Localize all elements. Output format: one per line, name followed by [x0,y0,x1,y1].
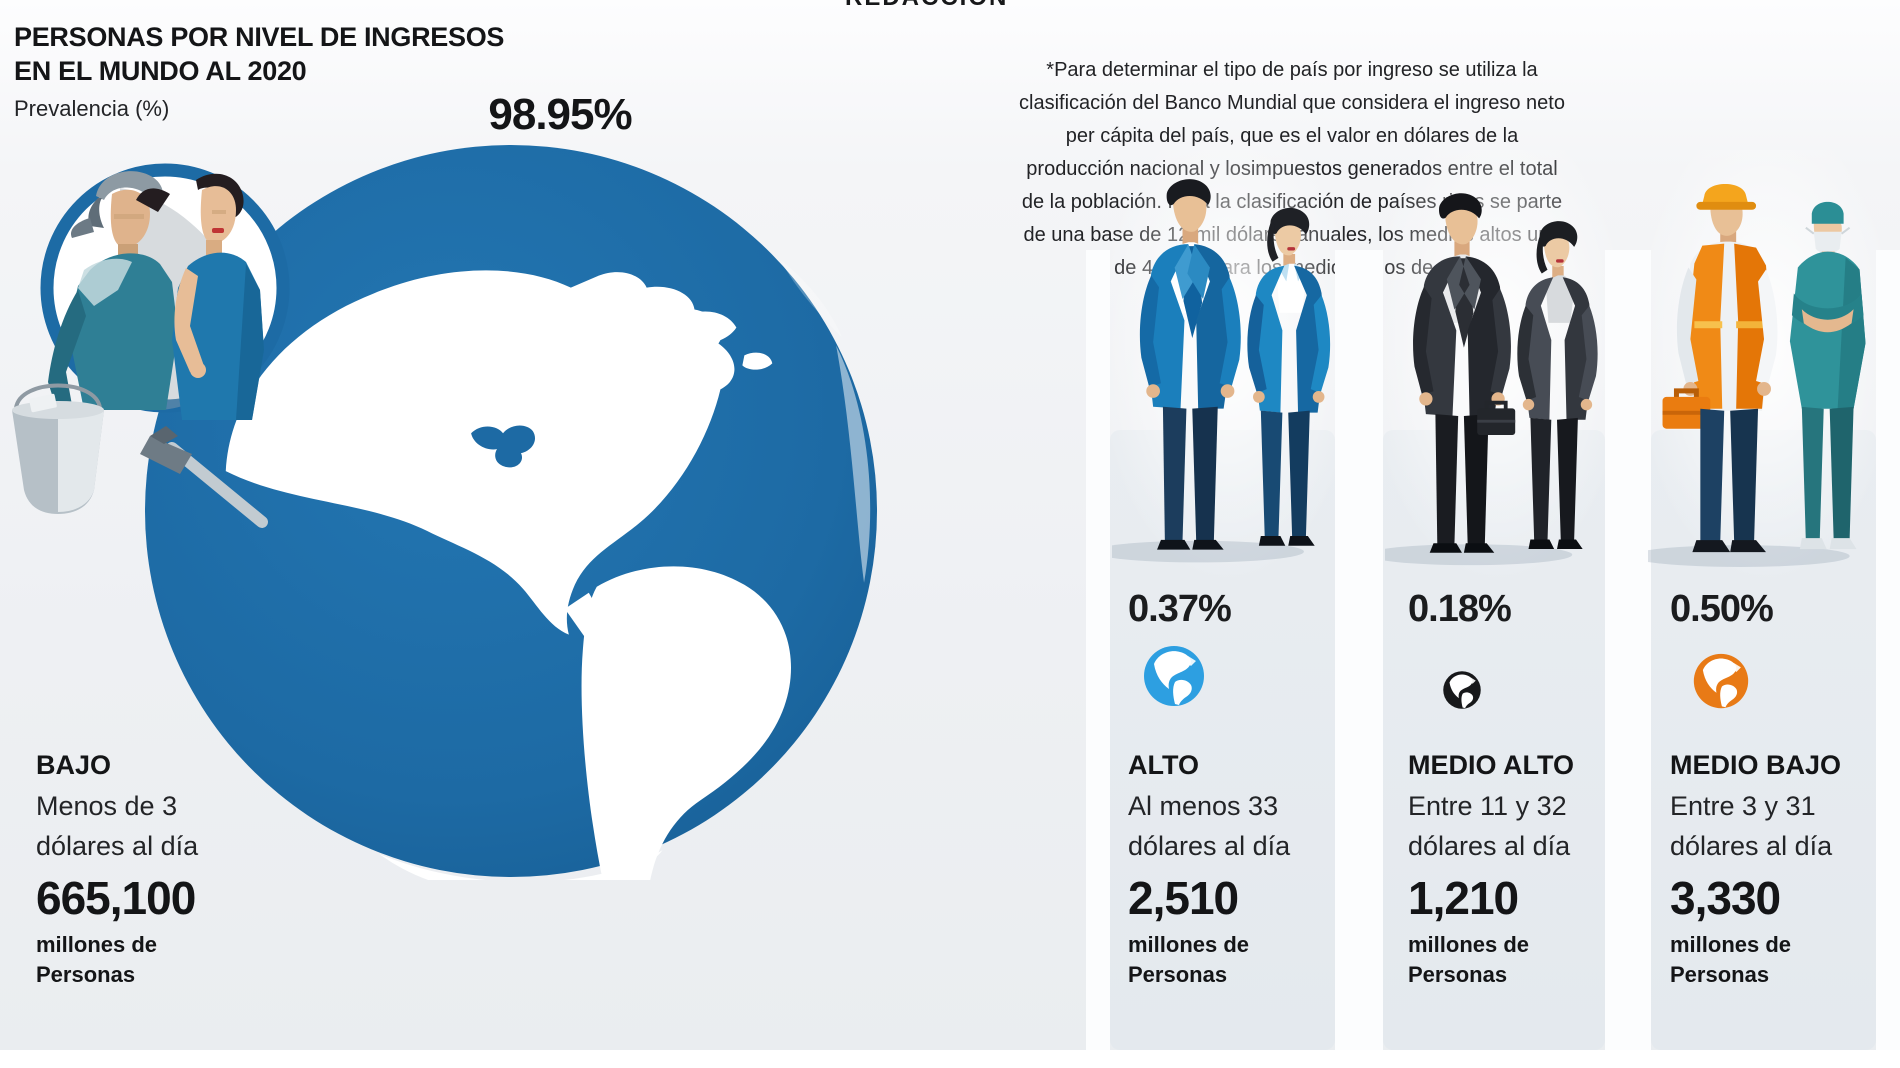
category-medio-bajo-label: MEDIO BAJO [1670,750,1842,780]
category-bajo-desc2: dólares al día [36,831,199,861]
category-bajo-unit2: Personas [36,962,136,987]
low-income-workers-illustration [12,163,290,528]
prevalence-alto: 0.37% [1128,588,1232,630]
category-medio-alto-unit2: Personas [1408,962,1508,987]
category-alto-desc2: dólares al día [1128,831,1291,861]
page-subtitle: Prevalencia (%) [14,96,170,121]
category-bajo: BAJO Menos de 3 dólares al día 665,100 m… [36,744,286,990]
category-alto-label: ALTO [1128,750,1199,780]
medio-bajo-globe-icon [1693,653,1749,709]
category-alto-unit1: millones de [1128,932,1250,957]
masthead-kicker: REDACCIÓN [845,0,1105,12]
category-medio-bajo: MEDIO BAJO Entre 3 y 31 dólares al día 3… [1670,744,1900,990]
alto-businesspeople-illustration [1112,179,1331,563]
category-medio-alto-value: 1,210 [1408,872,1519,924]
page-title: PERSONAS POR NIVEL DE INGRESOS EN EL MUN… [14,20,504,88]
category-medio-alto: MEDIO ALTO Entre 11 y 32 dólares al día … [1408,744,1658,990]
category-bajo-value: 665,100 [36,872,196,924]
alto-globe-icon [1144,646,1204,706]
category-alto-unit2: Personas [1128,962,1228,987]
category-bajo-desc1: Menos de 3 [36,791,178,821]
category-medio-alto-desc1: Entre 11 y 32 [1408,791,1567,821]
category-medio-alto-label: MEDIO ALTO [1408,750,1574,780]
category-alto-desc1: Al menos 33 [1128,791,1279,821]
category-alto-value: 2,510 [1128,872,1239,924]
prevalence-bajo: 98.95% [488,90,632,139]
category-medio-bajo-desc1: Entre 3 y 31 [1670,791,1816,821]
page-title-line2: EN EL MUNDO AL 2020 [14,56,307,86]
category-bajo-label: BAJO [36,750,112,780]
page-title-line1: PERSONAS POR NIVEL DE INGRESOS [14,22,505,52]
category-medio-bajo-unit2: Personas [1670,962,1770,987]
medio-alto-globe-icon [1443,671,1481,709]
category-medio-alto-unit1: millones de [1408,932,1530,957]
medio-alto-people-illustration [1385,193,1598,566]
category-medio-bajo-unit1: millones de [1670,932,1792,957]
prevalence-medio-alto: 0.18% [1408,588,1512,630]
medio-bajo-workers-illustration [1648,183,1866,568]
category-alto: ALTO Al menos 33 dólares al día 2,510 mi… [1128,744,1378,990]
prevalence-medio-bajo: 0.50% [1670,588,1774,630]
world-globe-illustration [144,144,878,880]
category-medio-alto-desc2: dólares al día [1408,831,1571,861]
category-medio-bajo-value: 3,330 [1670,872,1781,924]
bottom-margin [0,1050,1900,1068]
category-bajo-unit1: millones de [36,932,158,957]
category-medio-bajo-desc2: dólares al día [1670,831,1833,861]
